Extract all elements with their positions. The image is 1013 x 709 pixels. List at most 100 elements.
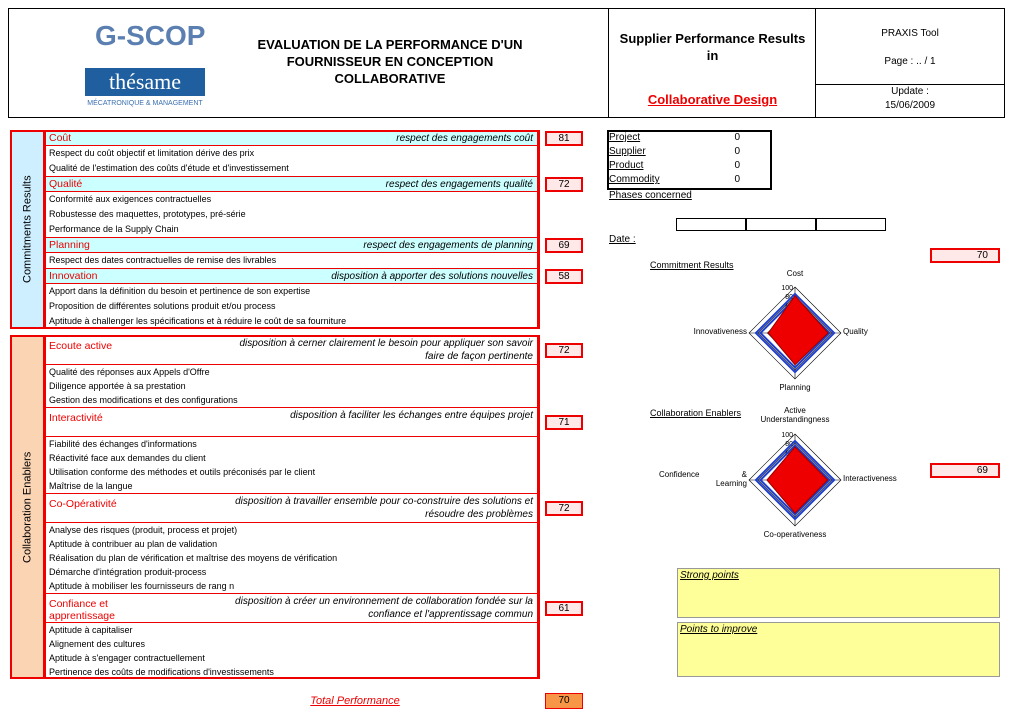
criterion: Aptitude à s'engager contractuellement — [45, 651, 538, 665]
criterion: Qualité de l'estimation des coûts d'étud… — [45, 161, 538, 176]
section-average: 70 — [930, 248, 1000, 263]
criterion: Analyse des risques (produit, process et… — [45, 523, 538, 537]
radar-scores — [766, 446, 829, 514]
header-box — [8, 8, 1005, 118]
section-box — [10, 335, 540, 679]
criterion: Aptitude à capitaliser — [45, 623, 538, 637]
score: 71 — [545, 415, 583, 430]
logo-top: G-SCOP — [95, 20, 206, 51]
notes-box: Points to improve — [677, 622, 1000, 677]
radar-reference — [754, 292, 836, 374]
radar-axis-label: Active Understandingness — [760, 406, 830, 424]
radar-reference — [759, 444, 831, 516]
project-value: 0 — [734, 146, 740, 157]
date-label: Date : — [609, 234, 636, 245]
project-label: Product — [609, 160, 644, 171]
group-objective: disposition à cerner clairement le besoi… — [239, 338, 534, 362]
radar-chart: 1008060 — [748, 285, 842, 380]
radar-chart: 1008060 — [748, 432, 842, 527]
notes-label: Points to improve — [680, 624, 758, 635]
group-header: Co-Opérativité disposition à travailler e… — [45, 493, 538, 523]
group-objective: disposition à apporter des solutions nou… — [331, 271, 533, 282]
criterion: Performance de la Supply Chain — [45, 222, 538, 237]
header-sep — [815, 8, 816, 118]
phase-cell — [676, 218, 746, 231]
notes-box: Strong points — [677, 568, 1000, 618]
project-box — [607, 130, 772, 190]
radar-scores — [767, 294, 829, 366]
criterion: Fiabilité des échanges d'informations — [45, 437, 538, 451]
page-number: Page : .. / 1 — [884, 56, 936, 67]
radar-axis-label: Innovativeness — [693, 327, 747, 336]
criterion: Aptitude à challenger les spécifications… — [45, 314, 538, 329]
total-score: 70 — [545, 693, 583, 709]
radar-axis-label: Cost — [786, 269, 804, 278]
radar-title: Collaboration Enablers — [650, 408, 742, 418]
group-objective: respect des engagements de planning — [363, 240, 533, 251]
radar-axis-label: Co-operativeness — [763, 530, 827, 539]
update-date: 15/06/2009 — [884, 100, 936, 111]
group-objective: disposition à travailler ensemble pour c… — [235, 496, 533, 520]
logo-tagline: MÉCATRONIQUE & MANAGEMENT — [87, 100, 203, 107]
criterion: Respect du coût objectif et limitation d… — [45, 146, 538, 161]
criterion: Aptitude à contribuer au plan de validat… — [45, 537, 538, 551]
radar-axis-label: Interactiveness — [843, 474, 897, 483]
criterion: Robustesse des maquettes, prototypes, pr… — [45, 207, 538, 222]
score: 58 — [545, 269, 583, 284]
phase-cell — [746, 218, 816, 231]
radar-title: Commitment Results — [650, 260, 734, 270]
criterion: Démarche d'intégration produit-process — [45, 565, 538, 579]
score: 72 — [545, 343, 583, 358]
criterion: Qualité des réponses aux Appels d'Offre — [45, 365, 538, 379]
group-objective: disposition à faciliter les échanges ent… — [290, 410, 533, 421]
radar-axis-label: Confidence & Learning — [658, 470, 747, 488]
group-name: Co-Opérativité — [49, 498, 117, 510]
criterion: Aptitude à mobiliser les fournisseurs de… — [45, 579, 538, 593]
criterion: Maîtrise de la langue — [45, 479, 538, 493]
group-name: Planning — [49, 239, 90, 251]
phases-label: Phases concerned — [609, 190, 692, 201]
group-name: Coût — [49, 132, 72, 144]
section-box — [10, 130, 540, 329]
criterion: Conformité aux exigences contractuelles — [45, 192, 538, 207]
radar-tick-label: 100 — [781, 432, 793, 439]
radar-axis-label: Planning — [779, 383, 811, 392]
radar-tick-label: 80 — [785, 441, 793, 448]
group-header: Planning respect des engagements de plann… — [45, 237, 538, 253]
main-title: EVALUATION DE LA PERFORMANCE D'UN FOURNI… — [257, 37, 523, 86]
subtitle: Supplier Performance Results in — [619, 31, 806, 63]
header-sep — [608, 8, 609, 118]
criterion: Alignement des cultures — [45, 637, 538, 651]
group-name: Confiance et apprentissage — [49, 598, 115, 622]
criterion: Diligence apportée à sa prestation — [45, 379, 538, 393]
criterion: Réalisation du plan de vérification et m… — [45, 551, 538, 565]
group-name: Innovation — [49, 270, 98, 282]
logo-bottom: thésame — [85, 68, 205, 96]
group-header: Qualité respect des engagements qualité — [45, 176, 538, 192]
group-objective: respect des engagements coût — [396, 133, 533, 144]
group-header: Ecoute active disposition à cerner claire… — [45, 335, 538, 365]
project-value: 0 — [734, 160, 740, 171]
phase-cell — [816, 218, 886, 231]
total-label: Total Performance — [310, 695, 400, 707]
group-name: Interactivité — [49, 412, 103, 424]
tool-name: PRAXIS Tool — [881, 28, 939, 39]
group-name: Qualité — [49, 178, 83, 190]
score: 81 — [545, 131, 583, 146]
criterion: Utilisation conforme des méthodes et out… — [45, 465, 538, 479]
project-label: Project — [609, 132, 641, 143]
criterion: Respect des dates contractuelles de remi… — [45, 253, 538, 268]
criterion: Proposition de différentes solutions pro… — [45, 299, 538, 314]
radar-tick-label: 100 — [781, 285, 793, 292]
criterion: Gestion des modifications et des configu… — [45, 393, 538, 407]
score: 72 — [545, 501, 583, 516]
score: 61 — [545, 601, 583, 616]
project-value: 0 — [734, 132, 740, 143]
score: 69 — [545, 238, 583, 253]
project-label: Supplier — [609, 146, 646, 157]
group-header: Interactivité disposition à faciliter les… — [45, 407, 538, 437]
section-average: 69 — [930, 463, 1000, 478]
project-value: 0 — [734, 174, 740, 185]
header-sep — [815, 84, 1005, 85]
